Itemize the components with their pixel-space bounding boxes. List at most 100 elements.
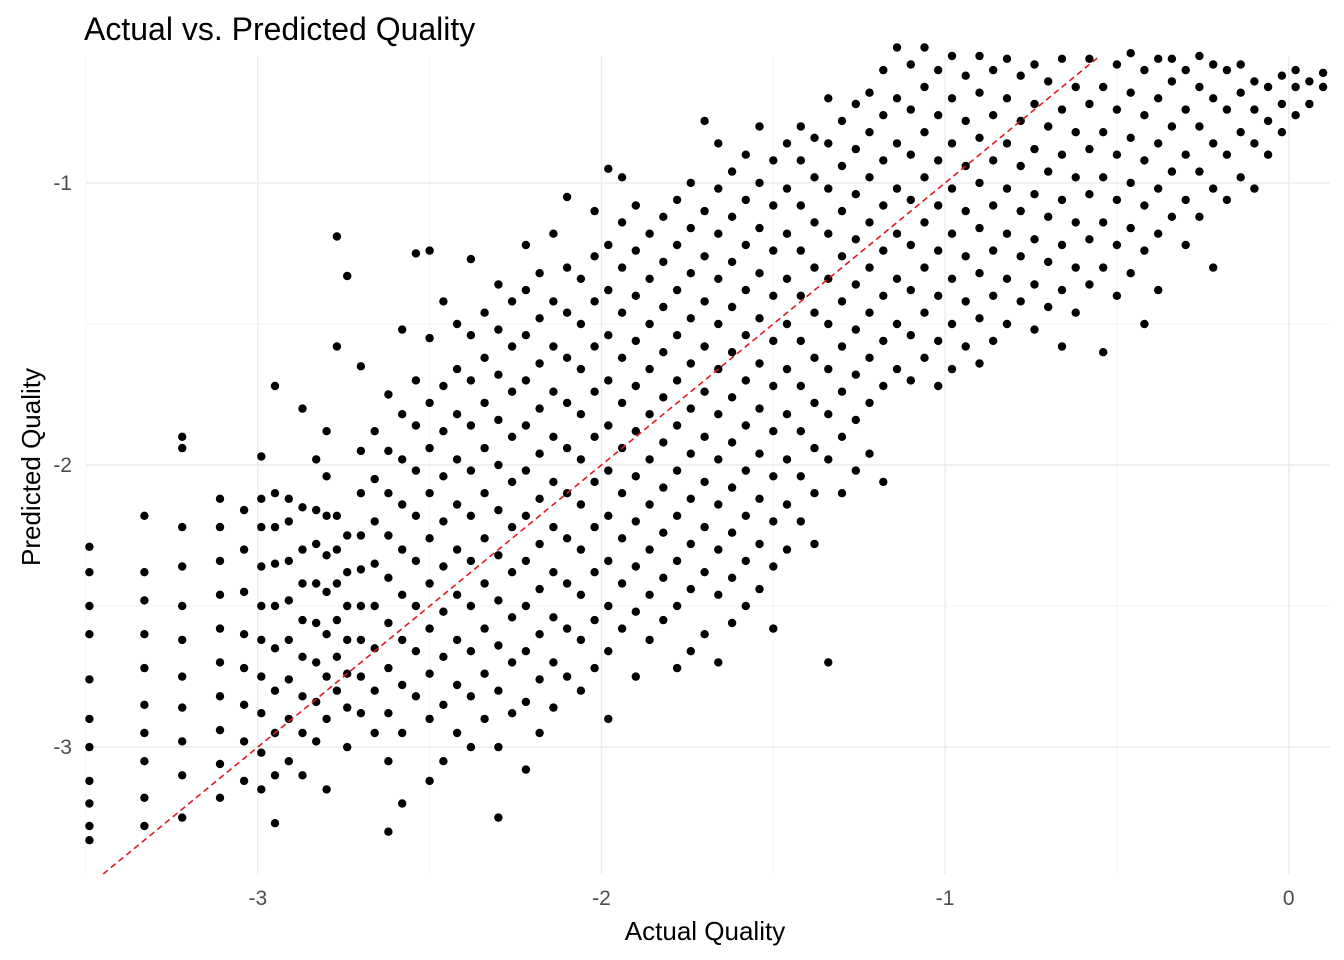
data-point xyxy=(1195,122,1204,131)
data-point xyxy=(215,725,225,735)
data-point xyxy=(1291,111,1300,120)
data-point xyxy=(1277,128,1287,137)
data-point xyxy=(466,421,476,430)
data-point xyxy=(312,737,321,746)
data-point xyxy=(1099,263,1108,272)
data-point xyxy=(332,686,342,695)
data-point xyxy=(549,703,558,712)
data-point xyxy=(425,534,434,543)
data-point xyxy=(645,635,654,645)
data-point xyxy=(370,601,379,611)
data-point xyxy=(535,675,544,684)
data-point xyxy=(322,630,331,639)
data-point xyxy=(270,819,280,828)
data-point xyxy=(865,128,874,137)
data-point xyxy=(257,709,266,718)
data-point xyxy=(879,336,888,346)
data-point xyxy=(672,466,682,475)
data-point xyxy=(810,443,819,453)
data-point xyxy=(947,274,957,283)
data-point xyxy=(1099,82,1108,92)
data-point xyxy=(865,218,874,227)
data-point xyxy=(1140,111,1149,120)
data-point xyxy=(837,387,847,396)
data-point xyxy=(1263,150,1273,159)
data-point xyxy=(989,336,998,346)
data-point xyxy=(1002,94,1012,103)
data-point xyxy=(810,133,819,142)
data-point xyxy=(562,398,572,408)
data-point xyxy=(494,505,503,515)
data-point xyxy=(1126,49,1135,58)
data-point xyxy=(521,697,531,707)
data-point xyxy=(356,709,366,718)
data-point xyxy=(343,601,352,611)
data-point xyxy=(659,393,668,402)
data-point xyxy=(947,364,957,374)
data-point xyxy=(617,398,627,408)
data-point xyxy=(85,799,94,808)
data-point xyxy=(239,700,249,709)
data-point xyxy=(576,364,586,374)
data-point xyxy=(257,748,266,757)
data-point xyxy=(824,319,833,329)
data-point xyxy=(700,387,709,396)
data-point xyxy=(1263,82,1273,92)
data-point xyxy=(604,285,613,295)
data-point xyxy=(85,836,94,845)
data-point xyxy=(576,590,586,599)
data-point xyxy=(178,562,187,571)
data-point xyxy=(755,584,764,594)
y-tick-label: -1 xyxy=(53,172,72,195)
data-point xyxy=(1154,94,1163,103)
data-point xyxy=(1167,212,1177,221)
data-point xyxy=(1057,54,1067,63)
data-point xyxy=(398,545,407,554)
data-point xyxy=(659,483,668,492)
data-point xyxy=(714,139,723,148)
data-point xyxy=(906,285,915,295)
data-point xyxy=(645,364,654,374)
data-point xyxy=(257,601,266,611)
data-point xyxy=(879,477,888,487)
data-point xyxy=(906,376,915,385)
data-point xyxy=(298,503,307,512)
data-point xyxy=(796,517,805,526)
data-point xyxy=(782,139,792,148)
data-point xyxy=(140,596,149,605)
data-point xyxy=(215,658,225,667)
data-point xyxy=(1181,240,1190,250)
data-point xyxy=(672,511,682,520)
data-point xyxy=(480,489,489,498)
data-point xyxy=(284,675,293,684)
data-point xyxy=(1263,116,1273,126)
reference-line xyxy=(102,55,1101,875)
data-point xyxy=(782,500,792,509)
data-point xyxy=(672,240,682,250)
data-point xyxy=(727,528,737,537)
data-point xyxy=(411,421,421,430)
data-point xyxy=(1126,133,1135,142)
data-point xyxy=(892,274,902,283)
data-point xyxy=(439,652,448,661)
data-point xyxy=(590,342,599,351)
data-point xyxy=(824,184,833,193)
data-point xyxy=(700,116,709,126)
data-point xyxy=(645,500,654,509)
data-point xyxy=(1016,252,1025,261)
data-point xyxy=(425,246,434,255)
data-point xyxy=(215,494,225,503)
data-point xyxy=(631,517,640,526)
data-point xyxy=(549,297,558,306)
data-point xyxy=(562,579,572,588)
data-point xyxy=(934,156,943,165)
data-point xyxy=(298,728,307,738)
data-point xyxy=(576,410,586,419)
data-point xyxy=(837,206,847,216)
data-point xyxy=(727,167,737,176)
data-point xyxy=(1181,65,1190,75)
data-point xyxy=(1209,94,1218,103)
data-point xyxy=(1181,150,1190,159)
data-point xyxy=(865,263,874,272)
data-point xyxy=(562,534,572,543)
